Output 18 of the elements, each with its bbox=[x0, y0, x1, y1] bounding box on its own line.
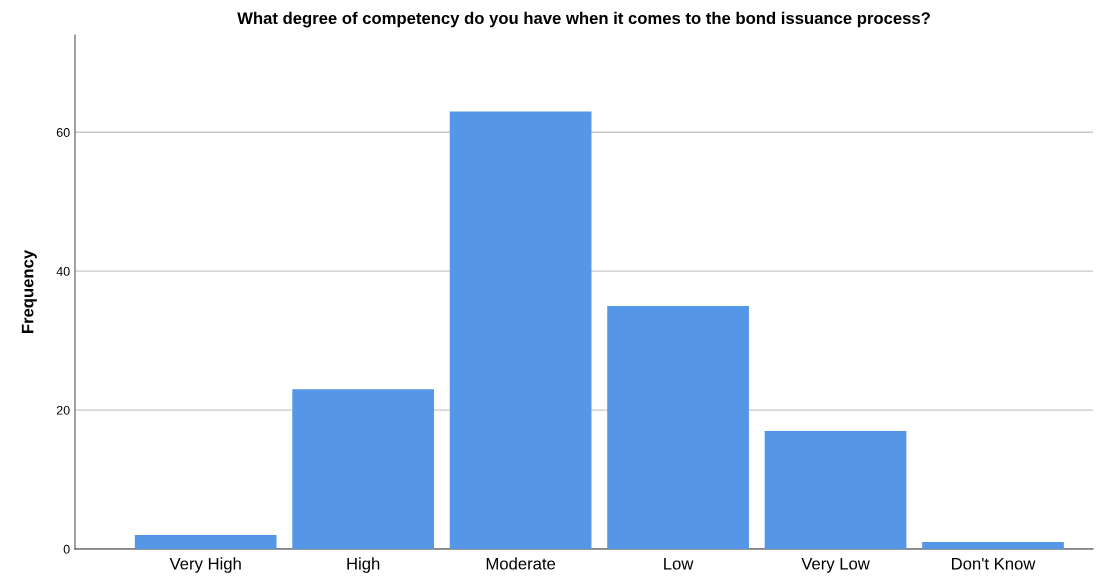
bar bbox=[292, 389, 435, 549]
bar bbox=[922, 542, 1064, 549]
bar bbox=[607, 305, 749, 549]
x-tick-label: Very High bbox=[169, 557, 241, 573]
y-tick-label: 20 bbox=[56, 405, 70, 415]
bar bbox=[449, 111, 592, 549]
x-tick-label: Low bbox=[664, 557, 694, 570]
y-axis-title: Frequency bbox=[21, 249, 37, 334]
y-tick-label: 0 bbox=[63, 544, 70, 554]
bar bbox=[764, 430, 907, 549]
chart-title: What degree of competency do you have when it comes to the bond issuance process? bbox=[237, 11, 930, 28]
y-tick-label: 60 bbox=[56, 128, 70, 137]
bar bbox=[134, 535, 277, 549]
x-tick-label: Moderate bbox=[486, 557, 556, 570]
x-tick-label: High bbox=[347, 557, 380, 573]
y-tick-label: 40 bbox=[56, 266, 70, 276]
x-tick-label: Don't Know bbox=[952, 557, 1036, 570]
x-tick-label: Very Low bbox=[801, 557, 870, 573]
